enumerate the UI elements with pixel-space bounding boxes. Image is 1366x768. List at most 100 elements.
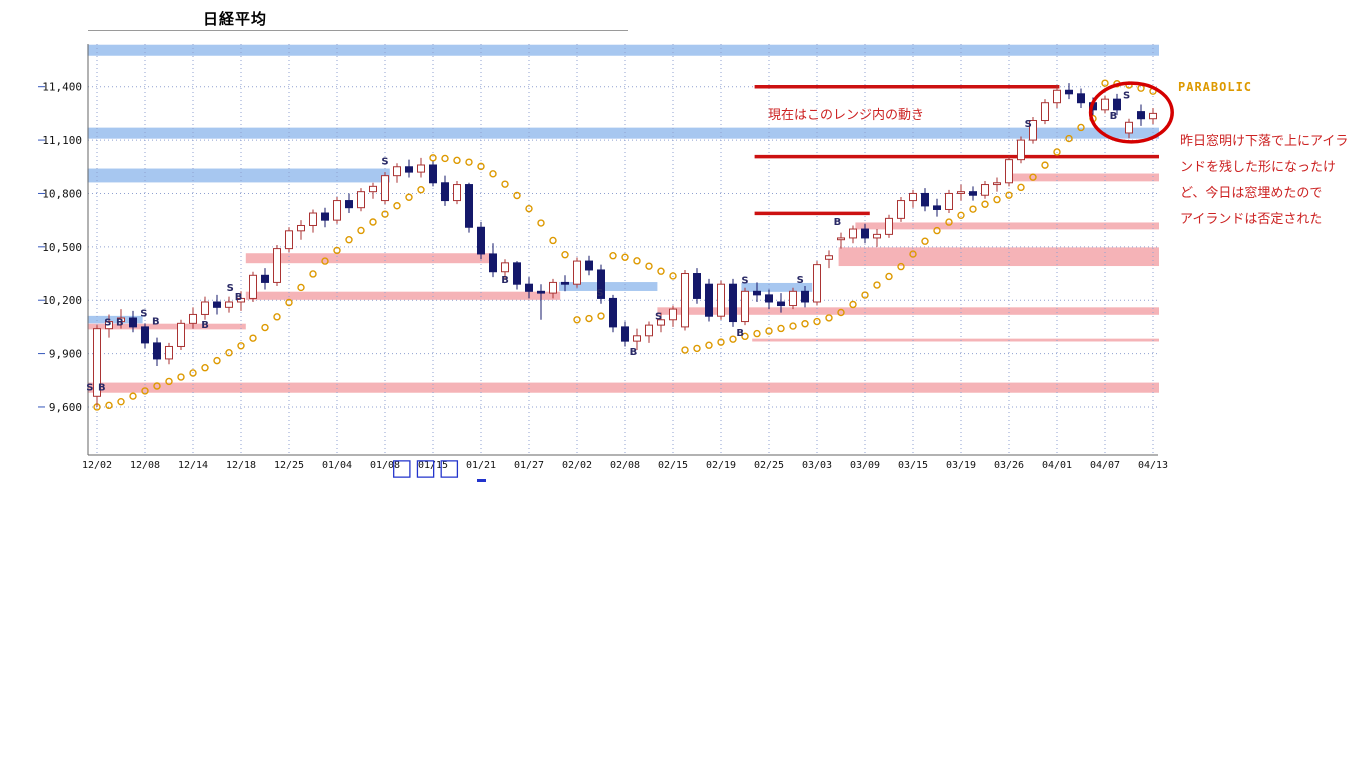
parabolic-sar-dot — [813, 317, 821, 326]
price-band-pink — [1010, 173, 1159, 182]
parabolic-sar-dot — [225, 349, 233, 357]
x-axis-label: 03/03 — [802, 460, 832, 471]
signal-marker-s: S — [797, 275, 804, 286]
candle-body — [741, 290, 749, 323]
signal-marker-b: B — [152, 317, 160, 328]
candle-body — [297, 224, 305, 232]
parabolic-sar-dot — [609, 252, 617, 260]
candle-body — [693, 273, 701, 299]
candle-body — [489, 253, 497, 273]
parabolic-sar-dot — [285, 298, 293, 307]
signal-marker-b: B — [630, 347, 638, 358]
island-annotation: 昨日窓明け下落で上にアイラ ンドを残した形になったけ ど、今日は窓埋めたので ア… — [1180, 129, 1366, 233]
signal-marker-b: B — [235, 292, 243, 303]
x-axis-label: 04/13 — [1138, 460, 1168, 471]
parabolic-sar-dot — [525, 204, 533, 213]
parabolic-sar-dot — [909, 250, 917, 258]
parabolic-sar-dot — [537, 219, 545, 227]
candle-body — [801, 290, 809, 303]
price-band-blue — [87, 44, 1159, 56]
parabolic-sar-dot — [453, 156, 461, 165]
candle-body — [1017, 139, 1025, 161]
candle-body — [597, 269, 605, 299]
candle-body — [969, 191, 977, 196]
parabolic-sar-dot — [873, 281, 881, 289]
x-axis-label: 02/15 — [658, 460, 688, 471]
parabolic-sar-dot — [237, 342, 245, 350]
parabolic-sar-dot — [153, 382, 161, 390]
candle-body — [681, 273, 689, 328]
candle-body — [405, 166, 413, 173]
price-band-blue — [87, 168, 390, 183]
parabolic-sar-dot — [597, 312, 605, 320]
candle-body — [141, 326, 149, 344]
signal-marker-s: S — [1025, 119, 1032, 130]
parabolic-sar-dot — [669, 272, 677, 280]
parabolic-sar-dot — [549, 236, 557, 245]
candle-body — [321, 212, 329, 221]
parabolic-sar-dot — [261, 323, 269, 332]
signal-marker-s: S — [1123, 91, 1130, 102]
parabolic-sar-dot — [429, 154, 437, 162]
candle-body — [1005, 159, 1013, 184]
x-axis-label: 03/15 — [898, 460, 928, 471]
candle-body — [525, 283, 533, 292]
parabolic-sar-dot — [129, 392, 137, 400]
parabolic-sar-dot — [297, 283, 305, 292]
signal-marker-b: B — [116, 318, 124, 329]
parabolic-sar-dot — [201, 364, 209, 372]
footer-glyphs: □□□ — [391, 455, 463, 481]
parabolic-sar-dot — [849, 300, 857, 309]
candle-body — [513, 262, 521, 285]
parabolic-sar-dot — [717, 338, 725, 346]
signal-marker-s: S — [596, 288, 603, 299]
parabolic-sar-dot — [105, 401, 113, 410]
price-band-pink — [657, 307, 1159, 315]
parabolic-sar-dot — [621, 253, 629, 261]
candle-body — [609, 297, 617, 328]
candle-body — [945, 192, 953, 210]
candle-body — [393, 166, 401, 177]
candle-body — [705, 283, 713, 317]
candle-body — [717, 283, 725, 317]
candle-body — [1029, 120, 1037, 141]
candle-body — [201, 301, 209, 315]
price-band-pink — [838, 247, 1159, 267]
parabolic-sar-dot — [321, 257, 329, 265]
chart-title: 日経平均 — [203, 10, 268, 28]
parabolic-sar-dot — [837, 308, 845, 317]
parabolic-sar-dot — [585, 314, 593, 323]
x-axis-label: 12/18 — [226, 460, 256, 471]
x-axis-label: 01/15 — [418, 460, 448, 471]
signal-marker-s: S — [86, 383, 93, 394]
footer-dash-glyph — [477, 479, 486, 482]
parabolic-sar-dot — [729, 335, 737, 343]
parabolic-sar-dot — [969, 205, 977, 213]
parabolic-sar-dot — [1041, 161, 1049, 169]
candle-body — [633, 335, 641, 342]
candle-body — [849, 228, 857, 239]
parabolic-sar-dot — [801, 320, 809, 328]
candle-body — [177, 322, 185, 347]
parabolic-sar-dot — [117, 397, 125, 406]
y-axis-label: 10,500 — [42, 241, 82, 254]
price-band-pink — [245, 253, 492, 264]
parabolic-sar-dot — [417, 186, 425, 194]
candle-body — [429, 164, 437, 184]
parabolic-label: PARABOLIC — [1178, 80, 1253, 94]
candle-body — [789, 290, 797, 307]
parabolic-sar-dot — [189, 369, 197, 377]
candle-body — [1101, 98, 1109, 111]
parabolic-sar-dot — [273, 313, 281, 321]
candle-body — [1125, 121, 1133, 134]
signal-marker-s: S — [741, 276, 748, 287]
candle-body — [729, 283, 737, 323]
signal-marker-s: S — [655, 311, 662, 322]
x-axis-label: 01/04 — [322, 460, 352, 471]
candle-body — [273, 248, 281, 283]
parabolic-sar-dot — [981, 200, 989, 208]
candle-body — [441, 182, 449, 202]
candle-body — [885, 217, 893, 235]
candle-body — [753, 290, 761, 296]
candle-body — [993, 182, 1001, 186]
